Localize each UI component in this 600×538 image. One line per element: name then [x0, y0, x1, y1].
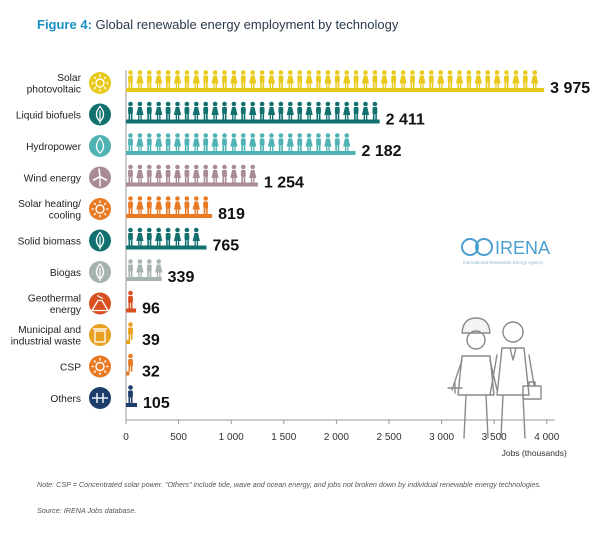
sun-icon: [89, 198, 111, 220]
x-tick-label: 1 000: [219, 432, 244, 443]
category-label: Biogas: [50, 268, 81, 279]
value-label: 339: [168, 269, 195, 286]
figure-title: Global renewable energy employment by te…: [95, 17, 399, 32]
value-label: 96: [142, 301, 160, 318]
category-label: Others: [50, 394, 81, 405]
x-tick-label: 500: [170, 432, 187, 443]
bar: [126, 403, 138, 407]
bar-row: Municipal and industrial waste 39: [11, 322, 160, 349]
x-tick-label: 1 500: [271, 432, 296, 443]
chart-title: Figure 4: Global renewable energy employ…: [37, 17, 398, 32]
bar-row: CSP 32: [60, 353, 160, 381]
logo-text: IRENA: [495, 238, 550, 258]
value-label: 39: [142, 332, 160, 349]
workers-illustration-icon: [447, 317, 542, 439]
volcano-icon: [89, 292, 111, 315]
water-drop-icon: [89, 135, 111, 157]
bar: [126, 371, 130, 376]
leaf-icon: [89, 261, 111, 283]
bar-row: Geothermal energy 96: [28, 290, 160, 318]
bar-row: Solid biomass 765: [18, 227, 239, 255]
category-label: Geothermal energy: [28, 294, 82, 317]
category-label: Solid biomass: [18, 237, 81, 248]
bar: [126, 214, 213, 218]
bar: [126, 151, 356, 155]
x-tick-label: 3 500: [482, 432, 507, 443]
value-label: 32: [142, 364, 160, 381]
bar-row: Solar heating/cooling 819: [18, 196, 245, 223]
value-label: 2 182: [362, 143, 402, 160]
sun-icon: [89, 72, 111, 94]
chart-source: Source: IRENA Jobs database.: [37, 506, 137, 515]
bar-row: Wind energy 1 254: [24, 164, 304, 192]
category-label: Liquid biofuels: [16, 111, 81, 122]
bar: [126, 277, 162, 281]
value-label: 3 975: [550, 80, 590, 97]
bar: [126, 340, 131, 344]
irena-logo: IRENA International Renewable Energy Age…: [461, 238, 550, 265]
bar-row: Others 105: [50, 385, 170, 412]
bar-row: Solar photovoltaic 3 975: [27, 70, 590, 97]
trash-can-icon: [89, 324, 111, 346]
category-label: Solar photovoltaic: [27, 73, 82, 96]
leaf-icon: [89, 229, 111, 252]
value-label: 105: [143, 395, 170, 412]
wind-turbine-icon: [89, 166, 111, 189]
bar: [126, 308, 137, 313]
employment-chart: 0 500 1 000 1 500 2 000 2 500 3 000 3 500 4 000 J…: [11, 70, 590, 458]
value-label: 819: [218, 206, 245, 223]
bar-row: Hydropower 2 182: [26, 133, 402, 160]
x-axis: 0 500 1 000 1 500 2 000 2 500 3 000 3 500 4 000 J…: [123, 70, 567, 458]
category-label: Hydropower: [26, 142, 82, 153]
value-label: 1 254: [264, 175, 304, 192]
figure-label: Figure 4:: [37, 17, 92, 32]
plug-icon: [89, 387, 111, 409]
bar-row: Biogas 339: [50, 259, 195, 286]
x-tick-label: 3 000: [429, 432, 454, 443]
x-axis-label: Jobs (thousands): [502, 448, 567, 458]
bar: [126, 245, 207, 250]
bar: [126, 88, 545, 92]
value-label: 2 411: [386, 112, 425, 129]
x-tick-label: 2 500: [376, 432, 401, 443]
category-label: Wind energy: [24, 174, 82, 185]
x-tick-label: 0: [123, 432, 129, 443]
bar: [126, 119, 380, 124]
bar-rows: Solar photovoltaic 3 975 Liquid biofuels 2 4…: [11, 70, 590, 412]
x-tick-label: 2 000: [324, 432, 349, 443]
sun-icon: [89, 355, 111, 378]
bar: [126, 182, 258, 187]
leaf-icon: [89, 103, 111, 126]
irena-emblem-icon: [461, 238, 493, 256]
value-label: 765: [212, 238, 239, 255]
category-label: CSP: [60, 363, 81, 374]
category-label: Solar heating/cooling: [18, 199, 81, 222]
category-label: Municipal and industrial waste: [11, 325, 82, 348]
chart-note: Note: CSP = Concentrated solar power. "O…: [37, 480, 542, 489]
x-tick-label: 4 000: [534, 432, 559, 443]
bar-row: Liquid biofuels 2 411: [16, 101, 425, 129]
logo-subtext: International Renewable Energy Agency: [463, 260, 544, 265]
